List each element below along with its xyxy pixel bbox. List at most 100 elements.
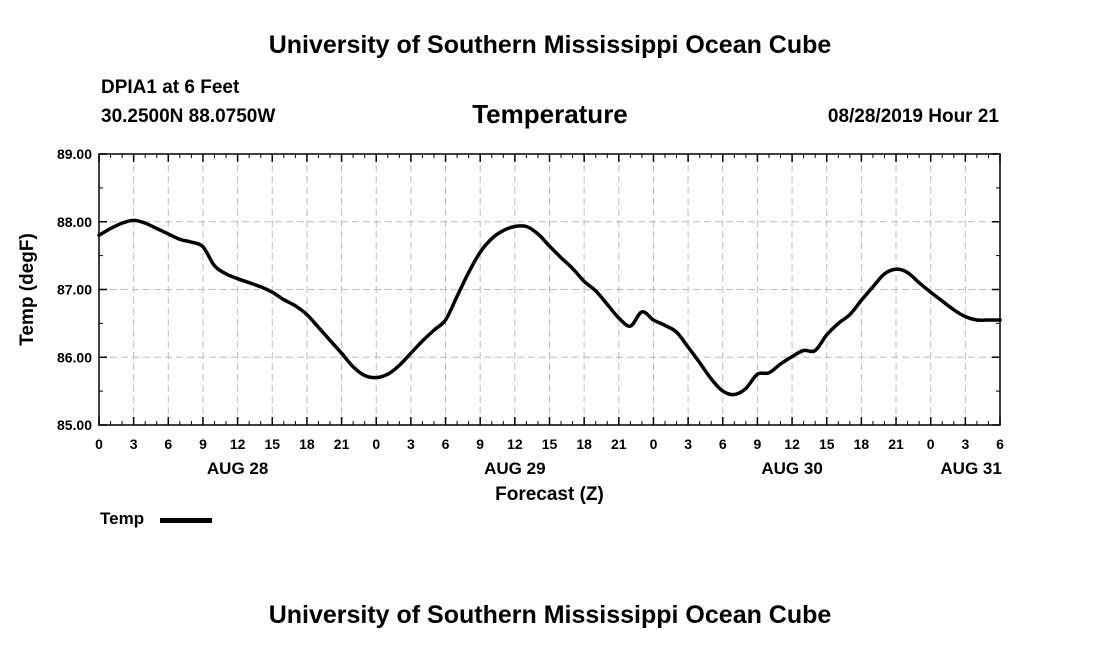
x-tick-label: 0: [927, 436, 935, 452]
x-tick-label: 3: [684, 436, 692, 452]
temp-data-point: [917, 281, 921, 284]
legend-swatch: [160, 518, 212, 523]
temp-data-point: [317, 326, 320, 329]
temp-data-point: [744, 387, 748, 390]
temp-data-point: [929, 291, 932, 294]
station-name: DPIA1 at 6 Feet: [101, 77, 240, 98]
temp-data-point: [987, 318, 990, 322]
station-coordinates: 30.2500N 88.0750W: [101, 106, 276, 127]
temp-data-point: [421, 339, 424, 343]
date-label: AUG 30: [761, 459, 822, 478]
temp-data-point: [756, 373, 759, 376]
temp-data-point: [97, 234, 101, 237]
x-tick-label: 21: [334, 436, 350, 452]
x-tick-label: 18: [576, 436, 592, 452]
x-tick-label: 12: [784, 436, 800, 452]
temp-data-point: [294, 304, 297, 307]
x-tick-label: 0: [95, 436, 103, 452]
temp-data-point: [698, 361, 701, 364]
temp-data-point: [155, 227, 158, 230]
x-axis-title: Forecast (Z): [495, 484, 604, 505]
temp-data-point: [351, 365, 355, 368]
x-tick-label: 21: [888, 436, 904, 452]
temp-data-point: [860, 299, 863, 302]
temp-data-point: [375, 376, 378, 379]
temp-data-point: [559, 256, 563, 259]
x-tick-label: 18: [299, 436, 315, 452]
temp-data-point: [525, 225, 528, 228]
temp-data-point: [502, 229, 505, 232]
legend-label: Temp: [100, 509, 145, 528]
x-tick-label: 3: [961, 436, 969, 452]
temp-data-point: [398, 364, 401, 367]
temp-data-point: [282, 298, 285, 301]
y-axis-title: Temp (degF): [17, 233, 38, 346]
x-tick-label: 12: [230, 436, 246, 452]
x-tick-label: 3: [130, 436, 138, 452]
temp-data-point: [490, 237, 493, 240]
x-tick-label: 9: [476, 436, 484, 452]
temp-data-point: [190, 240, 193, 244]
temp-data-point: [109, 227, 112, 230]
x-tick-label: 9: [199, 436, 207, 452]
temp-data-point: [871, 285, 875, 288]
y-tick-label: 85.00: [57, 417, 92, 433]
temp-data-point: [686, 345, 690, 349]
temp-data-point: [167, 232, 170, 236]
chart-title: Temperature: [472, 99, 628, 129]
temp-data-point: [975, 318, 979, 322]
x-tick-label: 6: [442, 436, 450, 452]
temp-data-point: [779, 362, 782, 366]
x-tick-label: 0: [650, 436, 658, 452]
axis-ticks: [98, 153, 1001, 426]
temp-series-points: [97, 219, 1002, 396]
date-labels: AUG 28 AUG 29 AUG 30 AUG 31: [207, 459, 1002, 478]
temp-data-point: [444, 318, 447, 322]
temp-data-point: [536, 232, 540, 236]
y-tick-label: 87.00: [57, 282, 92, 298]
temp-data-point: [814, 349, 817, 352]
x-tick-label: 12: [507, 436, 523, 452]
temp-data-point: [386, 373, 389, 376]
temp-data-point: [733, 393, 736, 396]
temp-data-point: [721, 389, 724, 393]
temp-data-point: [432, 328, 436, 332]
temp-data-point: [883, 272, 886, 276]
date-label: AUG 31: [940, 459, 1001, 478]
temp-data-point: [837, 322, 840, 325]
temp-data-point: [894, 268, 898, 271]
date-label: AUG 28: [207, 459, 268, 478]
temp-data-point: [236, 277, 239, 280]
x-tick-label: 6: [996, 436, 1004, 452]
temp-data-point: [594, 289, 597, 293]
temp-data-point: [224, 272, 228, 276]
temp-data-point: [455, 295, 459, 298]
temp-data-point: [259, 285, 262, 288]
temp-data-point: [710, 377, 713, 381]
temp-data-point: [479, 251, 482, 254]
y-tick-label: 89.00: [57, 146, 92, 162]
forecast-datetime: 08/28/2019 Hour 21: [827, 106, 999, 127]
temp-data-point: [583, 280, 586, 283]
x-tick-label: 18: [854, 436, 870, 452]
x-tick-label: 9: [754, 436, 762, 452]
grid-lines: [99, 153, 1000, 426]
temp-data-point: [132, 219, 135, 222]
temp-data-point: [964, 315, 967, 318]
temp-data-point: [144, 221, 147, 225]
temp-data-point: [629, 324, 632, 328]
x-tick-label: 15: [264, 436, 280, 452]
temp-data-point: [802, 349, 805, 352]
temp-data-point: [409, 352, 413, 355]
temp-data-point: [305, 313, 309, 316]
x-tick-label: 15: [819, 436, 835, 452]
temp-data-point: [271, 291, 274, 294]
y-tick-label: 88.00: [57, 214, 92, 230]
x-tick-label: 6: [719, 436, 727, 452]
y-axis-labels: 85.00 86.00 87.00 88.00 89.00: [57, 146, 92, 433]
date-label: AUG 29: [484, 459, 545, 478]
temp-data-point: [606, 303, 609, 306]
temp-data-point: [790, 355, 794, 358]
temp-data-point: [178, 238, 182, 241]
